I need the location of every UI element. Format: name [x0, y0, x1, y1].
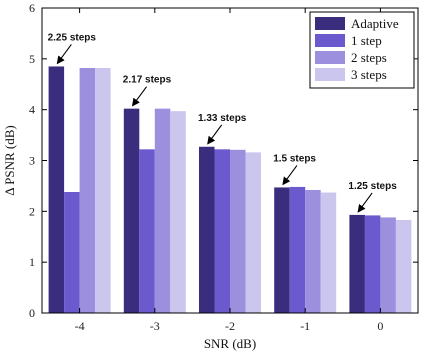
- annotation-arrow: [131, 86, 147, 107]
- legend-swatch: [315, 51, 345, 64]
- bar: [95, 67, 111, 313]
- bar: [139, 149, 155, 313]
- bar: [274, 187, 290, 313]
- y-tick-label: 5: [29, 52, 35, 66]
- bar: [48, 66, 65, 314]
- annotation-arrow: [207, 124, 223, 145]
- bar: [123, 108, 140, 314]
- annotation-arrow: [282, 165, 298, 186]
- bar: [199, 146, 215, 313]
- legend-swatch: [315, 68, 345, 81]
- annotation-label: 1.5 steps: [273, 153, 316, 164]
- y-tick-label: 6: [29, 1, 35, 15]
- bar: [154, 108, 171, 314]
- y-axis-label: Δ PSNR (dB): [2, 125, 17, 196]
- bar: [64, 192, 80, 313]
- bar: [289, 186, 306, 313]
- bar: [364, 215, 381, 313]
- legend-entry: 1 step: [351, 33, 382, 48]
- bar: [349, 214, 365, 313]
- bar: [380, 217, 396, 313]
- bar: [305, 189, 321, 313]
- y-tick-label: 0: [29, 306, 35, 320]
- bar: [170, 111, 186, 313]
- legend-swatch: [315, 34, 345, 47]
- annotation-arrow: [56, 44, 72, 65]
- legend: Adaptive 1 step 2 steps 3 steps: [309, 11, 415, 89]
- y-tick-label: 1: [29, 255, 35, 269]
- bar: [214, 149, 230, 313]
- ticks-layer: 0 1 2 3 4 5 6 -4 -3 -2 -1 0: [29, 1, 418, 333]
- y-tick-label: 3: [29, 154, 35, 168]
- x-tick-label: -1: [300, 319, 310, 333]
- annotation-arrow: [357, 192, 373, 213]
- y-tick-label: 4: [29, 103, 35, 117]
- annotation-label: 1.25 steps: [348, 181, 397, 192]
- x-tick-label: -3: [150, 319, 160, 333]
- bar: [395, 219, 412, 313]
- annotation-label: 2.17 steps: [123, 75, 172, 86]
- x-tick-label: -4: [75, 319, 85, 333]
- legend-entry: Adaptive: [351, 16, 399, 31]
- legend-entry: 3 steps: [351, 67, 387, 82]
- x-axis-label: SNR (dB): [204, 336, 256, 351]
- legend-swatch: [315, 17, 345, 30]
- bar: [230, 149, 246, 313]
- bar: [79, 67, 96, 313]
- x-tick-label: 0: [377, 319, 383, 333]
- bar: [320, 192, 337, 313]
- bar: [245, 152, 261, 313]
- annotation-label: 2.25 steps: [48, 32, 97, 43]
- annotations-layer: 2.25 steps 2.17 steps 1.33 steps 1.5 steps 1…: [48, 32, 397, 213]
- y-tick-label: 2: [29, 204, 35, 218]
- x-tick-label: -2: [225, 319, 235, 333]
- legend-entry: 2 steps: [351, 50, 387, 65]
- bars-layer: [48, 66, 412, 314]
- annotation-label: 1.33 steps: [198, 113, 247, 124]
